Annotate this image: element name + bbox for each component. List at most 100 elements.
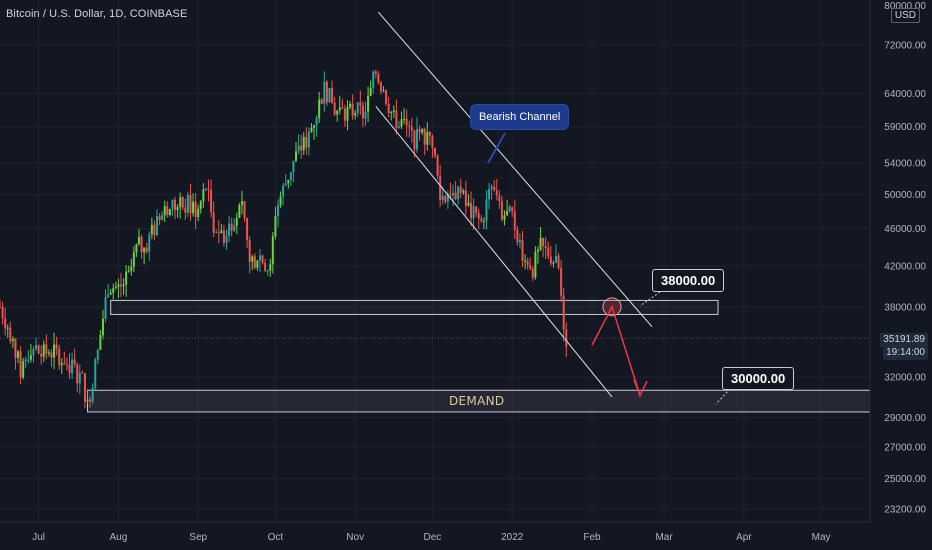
candle-body bbox=[197, 208, 200, 218]
candle-body bbox=[240, 201, 243, 205]
candle-body bbox=[35, 345, 38, 350]
candle-body bbox=[269, 264, 272, 271]
candle-body bbox=[498, 195, 501, 202]
x-tick-label: Aug bbox=[110, 532, 128, 543]
candle-body bbox=[184, 207, 187, 213]
candle-body bbox=[176, 207, 179, 211]
symbol-title: Bitcoin / U.S. Dollar, 1D, COINBASE bbox=[6, 8, 188, 20]
candle-body bbox=[565, 329, 568, 347]
candle-body bbox=[24, 359, 27, 362]
candle-body bbox=[238, 204, 241, 218]
x-tick-label: Jul bbox=[32, 532, 45, 543]
candle-body bbox=[464, 190, 467, 206]
candle-body bbox=[99, 335, 102, 350]
candle-body bbox=[217, 232, 220, 234]
candle-body bbox=[359, 102, 362, 106]
x-tick-label: Dec bbox=[424, 532, 442, 543]
y-tick-label: 54000.00 bbox=[884, 158, 926, 169]
candle-body bbox=[248, 240, 251, 262]
candle-body bbox=[274, 216, 277, 237]
resistance-pointer bbox=[639, 291, 661, 307]
candle-body bbox=[107, 294, 110, 298]
candle-body bbox=[379, 82, 382, 92]
candle-body bbox=[230, 223, 233, 231]
x-tick-label: May bbox=[812, 532, 831, 543]
candle-body bbox=[60, 363, 63, 366]
candle-body bbox=[449, 193, 452, 196]
candle-body bbox=[518, 240, 521, 243]
candle-body bbox=[83, 373, 86, 402]
candle-body bbox=[482, 220, 485, 222]
candle-body bbox=[29, 355, 32, 360]
candle-body bbox=[202, 189, 205, 202]
candle-body bbox=[472, 206, 475, 219]
candle-body bbox=[310, 127, 313, 132]
candle-body bbox=[186, 194, 189, 213]
candle-body bbox=[408, 125, 411, 127]
candle-body bbox=[557, 255, 560, 268]
y-tick-label: 59000.00 bbox=[884, 122, 926, 133]
y-tick-label: 23200.00 bbox=[884, 505, 926, 516]
currency-badge[interactable]: USD bbox=[890, 8, 920, 23]
candle-body bbox=[328, 87, 331, 103]
resistance-callout: 38000.00 bbox=[652, 269, 725, 292]
candle-body bbox=[495, 190, 498, 196]
candle-body bbox=[81, 372, 84, 374]
candle-body bbox=[562, 295, 565, 330]
candle-body bbox=[418, 129, 421, 133]
grid bbox=[0, 0, 870, 522]
candle-body bbox=[264, 262, 267, 271]
candle-body bbox=[251, 256, 254, 262]
candle-body bbox=[503, 215, 506, 220]
candle-body bbox=[271, 236, 274, 265]
candle-body bbox=[27, 359, 30, 361]
y-tick-label: 72000.00 bbox=[884, 41, 926, 52]
demand-label: DEMAND bbox=[449, 394, 505, 408]
x-tick-label: Oct bbox=[268, 532, 284, 543]
candle-body bbox=[145, 247, 148, 252]
candle-body bbox=[210, 189, 213, 213]
candle-body bbox=[137, 237, 140, 245]
candle-body bbox=[364, 111, 367, 119]
candle-body bbox=[112, 288, 115, 293]
candle-body bbox=[101, 318, 104, 336]
candle-body bbox=[488, 189, 491, 200]
candle-body bbox=[426, 132, 429, 145]
candle-body bbox=[163, 206, 166, 216]
candle-body bbox=[261, 255, 264, 263]
candle-body bbox=[73, 359, 76, 365]
candle-body bbox=[279, 196, 282, 206]
candle-body bbox=[341, 107, 344, 109]
candle-body bbox=[235, 217, 238, 226]
candle-body bbox=[295, 151, 298, 161]
candle-body bbox=[521, 240, 524, 261]
candle-body bbox=[125, 271, 128, 285]
candle-body bbox=[302, 136, 305, 151]
x-tick-label: Feb bbox=[583, 532, 601, 543]
x-tick-label: Mar bbox=[655, 532, 673, 543]
candle-body bbox=[32, 349, 35, 356]
candle-body bbox=[58, 348, 61, 366]
candle-body bbox=[423, 129, 426, 145]
candle-body bbox=[413, 130, 416, 150]
candle-body bbox=[65, 364, 68, 366]
candle-body bbox=[179, 197, 182, 208]
candle-body bbox=[194, 201, 197, 218]
candle-body bbox=[431, 135, 434, 148]
candle-body bbox=[500, 201, 503, 220]
candle-body bbox=[415, 129, 418, 150]
candle-body bbox=[400, 119, 403, 127]
price-axis-panel bbox=[870, 0, 932, 550]
countdown-tag: 19:14:00 bbox=[883, 346, 928, 360]
candle-body bbox=[462, 190, 465, 193]
candle-body bbox=[76, 364, 79, 384]
candle-body bbox=[9, 327, 12, 342]
candle-body bbox=[11, 338, 14, 342]
candle-body bbox=[199, 201, 202, 209]
candle-body bbox=[349, 103, 352, 108]
candle-body bbox=[452, 192, 455, 196]
candle-body bbox=[382, 90, 385, 92]
